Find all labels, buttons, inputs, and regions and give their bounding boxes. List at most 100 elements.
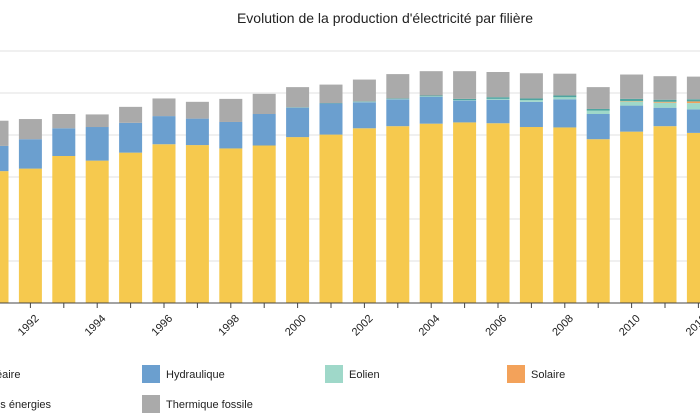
bar-2005-autres-nergies xyxy=(453,98,477,101)
legend-item-eolien: Eolien xyxy=(325,365,380,383)
x-tick-label: 2002 xyxy=(350,313,376,339)
bar-stack-2003 xyxy=(386,74,410,304)
bar-1997-nucl-aire xyxy=(185,145,209,303)
bar-stack-1994 xyxy=(85,114,109,303)
bar-2011-solaire xyxy=(653,101,677,103)
bar-1992-thermique-fossile xyxy=(18,119,42,140)
bar-stack-2001 xyxy=(319,84,343,303)
bar-2009-autres-nergies xyxy=(586,108,610,111)
legend-item-hydraulique: Hydraulique xyxy=(142,365,225,383)
bar-2000-nucl-aire xyxy=(286,137,310,303)
bar-2009-thermique-fossile xyxy=(586,87,610,109)
bar-1998-thermique-fossile xyxy=(219,98,243,122)
x-tick-label: 2012 xyxy=(684,313,700,339)
bar-stack-1999 xyxy=(252,93,276,303)
bar-2006-nucl-aire xyxy=(486,123,510,304)
legend-swatch xyxy=(507,365,525,383)
x-tick-label: 1996 xyxy=(149,313,175,339)
bar-2012-nucl-aire xyxy=(686,132,700,303)
bar-2008-autres-nergies xyxy=(553,95,577,98)
bar-2006-autres-nergies xyxy=(486,97,510,99)
legend-label: Nucléaire xyxy=(0,369,20,381)
bar-2003-nucl-aire xyxy=(386,126,410,304)
bar-2004-hydraulique xyxy=(419,96,443,124)
bar-2003-hydraulique xyxy=(386,99,410,127)
legend-item-autres-nergies: Autres énergies xyxy=(0,399,52,411)
bar-stack-1995 xyxy=(119,106,143,303)
bar-stack-2005 xyxy=(453,71,477,304)
bar-2004-nucl-aire xyxy=(419,123,443,303)
bar-2012-solaire xyxy=(686,101,700,104)
x-tick-label: 2010 xyxy=(617,313,643,339)
bar-stack-1998 xyxy=(219,98,243,303)
bar-2002-hydraulique xyxy=(352,102,376,129)
legend-label: Autres énergies xyxy=(0,399,52,411)
bar-1996-nucl-aire xyxy=(152,144,176,303)
bar-2010-thermique-fossile xyxy=(620,74,644,99)
bar-1993-thermique-fossile xyxy=(52,114,76,129)
bar-2010-autres-nergies xyxy=(620,98,644,101)
bar-2012-eolien xyxy=(686,103,700,110)
bar-2001-hydraulique xyxy=(319,103,343,135)
bar-1997-thermique-fossile xyxy=(185,101,209,119)
bar-2007-thermique-fossile xyxy=(519,73,543,99)
legend-item-thermique-fossile: Thermique fossile xyxy=(142,395,253,413)
x-axis: 1992 1994 1996 1998 2000 2002 2004 2006 2008 2010… xyxy=(0,302,700,339)
bar-stack-2012 xyxy=(686,76,700,303)
bar-1999-nucl-aire xyxy=(252,145,276,303)
legend-item-nucl-aire: Nucléaire xyxy=(0,369,20,381)
bar-2006-thermique-fossile xyxy=(486,72,510,98)
bar-2001-nucl-aire xyxy=(319,134,343,303)
bar-stack-1992 xyxy=(18,119,42,303)
bar-2012-thermique-fossile xyxy=(686,76,700,100)
bar-2008-thermique-fossile xyxy=(553,73,577,96)
bar-2009-nucl-aire xyxy=(586,139,610,303)
x-tick-label: 1992 xyxy=(16,313,42,339)
bar-2011-autres-nergies xyxy=(653,99,677,102)
x-tick-label: 2006 xyxy=(483,313,509,339)
bar-2012-autres-nergies xyxy=(686,99,700,102)
bar-1991-hydraulique xyxy=(0,145,9,172)
bar-2004-autres-nergies xyxy=(419,95,443,97)
x-tick-label: 2004 xyxy=(417,313,443,339)
bar-1999-hydraulique xyxy=(252,114,276,146)
bar-2003-thermique-fossile xyxy=(386,74,410,99)
bar-stack-1997 xyxy=(185,101,209,303)
bar-2008-hydraulique xyxy=(553,99,577,128)
bar-2007-hydraulique xyxy=(519,101,543,128)
bar-stack-2009 xyxy=(586,87,610,303)
bar-2010-hydraulique xyxy=(620,105,644,132)
bar-stack-1996 xyxy=(152,98,176,303)
bar-1991-thermique-fossile xyxy=(0,120,9,146)
bar-2006-eolien xyxy=(486,98,510,100)
bar-2002-nucl-aire xyxy=(352,128,376,303)
bar-1995-thermique-fossile xyxy=(119,106,143,123)
legend-swatch xyxy=(142,365,160,383)
bar-2000-thermique-fossile xyxy=(286,87,310,108)
bar-2005-hydraulique xyxy=(453,100,477,123)
bar-1995-nucl-aire xyxy=(119,152,143,303)
chart-title: Evolution de la production d'électricité… xyxy=(237,10,533,26)
bar-2011-thermique-fossile xyxy=(653,76,677,100)
bar-2006-hydraulique xyxy=(486,99,510,124)
x-tick-label: 2008 xyxy=(550,313,576,339)
legend-label: Eolien xyxy=(349,369,380,381)
bar-2005-nucl-aire xyxy=(453,122,477,304)
bar-1994-thermique-fossile xyxy=(85,114,109,128)
bar-2007-nucl-aire xyxy=(519,127,543,304)
bar-stack-2004 xyxy=(419,71,443,303)
bar-1994-hydraulique xyxy=(85,127,109,161)
bar-2000-hydraulique xyxy=(286,107,310,138)
bar-2009-hydraulique xyxy=(586,114,610,140)
bar-2012-hydraulique xyxy=(686,109,700,133)
bar-1992-nucl-aire xyxy=(18,168,42,303)
grid xyxy=(0,50,700,304)
bar-2011-nucl-aire xyxy=(653,126,677,304)
bar-stack-2011 xyxy=(653,76,677,304)
bar-2011-eolien xyxy=(653,102,677,108)
bar-2011-hydraulique xyxy=(653,107,677,127)
bar-1996-hydraulique xyxy=(152,116,176,145)
bars xyxy=(0,71,700,304)
bar-stack-1993 xyxy=(52,114,76,303)
bar-2005-thermique-fossile xyxy=(453,71,477,99)
